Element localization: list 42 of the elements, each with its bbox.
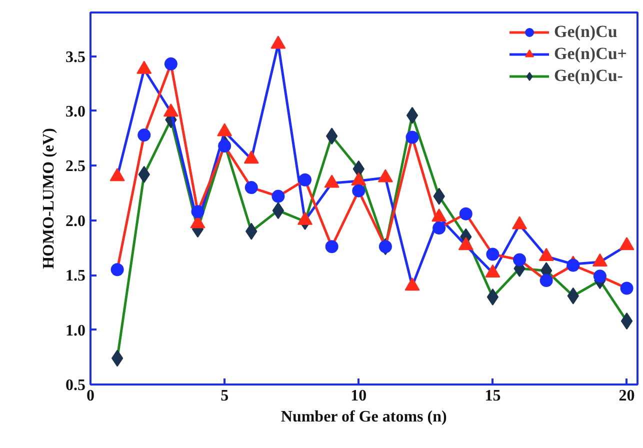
x-tick-label: 0 [86, 388, 94, 404]
point [164, 57, 178, 70]
y-tick-label: 1.5 [66, 268, 86, 285]
point [325, 240, 338, 254]
point [110, 263, 124, 276]
point [272, 190, 285, 203]
y-tick-label: 3.5 [66, 48, 86, 66]
point [111, 350, 124, 367]
point [593, 270, 606, 283]
point [459, 207, 472, 220]
x-tick-label: 10 [350, 388, 367, 404]
point [540, 274, 553, 288]
point [244, 181, 258, 194]
y-axis-title: HOMO-LUMO (eV) [40, 128, 58, 269]
x-axis-title: Number of Ge atoms (n) [280, 408, 447, 426]
point [620, 312, 633, 330]
x-tick-label: 20 [618, 388, 635, 404]
point [566, 258, 580, 272]
point [620, 282, 634, 295]
legend-label: Ge(n)Cu+ [554, 44, 627, 64]
point [272, 202, 284, 220]
point [191, 205, 204, 218]
y-tick-label: 3.0 [66, 103, 86, 120]
point [513, 253, 526, 266]
point [352, 184, 366, 198]
y-tick-label: 1.0 [66, 322, 86, 340]
y-tick-label: 2.0 [66, 212, 86, 230]
point [432, 222, 446, 235]
point [138, 128, 151, 142]
point [406, 130, 419, 144]
y-tick-label: 0.5 [66, 377, 86, 394]
y-tick-label: 2.5 [66, 158, 86, 176]
x-tick-label: 15 [484, 388, 501, 404]
legend-label: Ge(n)Cu- [554, 66, 623, 86]
point [486, 288, 499, 306]
x-tick-label: 5 [220, 388, 229, 404]
point [298, 173, 312, 186]
point [326, 128, 338, 145]
point [486, 248, 500, 261]
point [218, 139, 232, 152]
point [406, 106, 418, 124]
legend-label: Ge(n)Cu [554, 22, 618, 42]
